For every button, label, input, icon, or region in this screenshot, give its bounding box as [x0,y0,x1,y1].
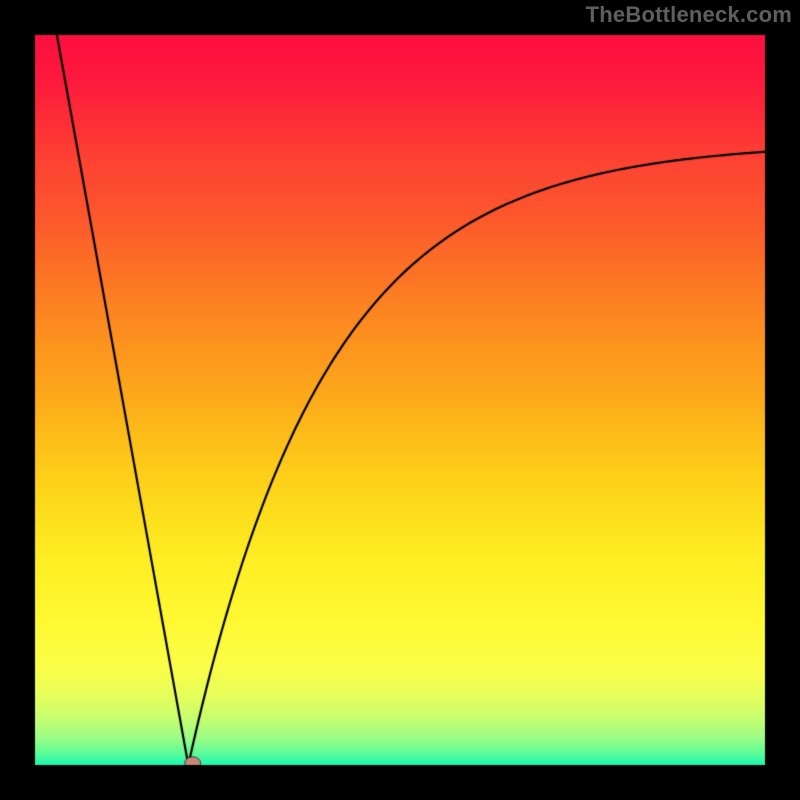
attribution-label: TheBottleneck.com [586,2,792,28]
chart-container: TheBottleneck.com [0,0,800,800]
bottleneck-chart-canvas [0,0,800,800]
